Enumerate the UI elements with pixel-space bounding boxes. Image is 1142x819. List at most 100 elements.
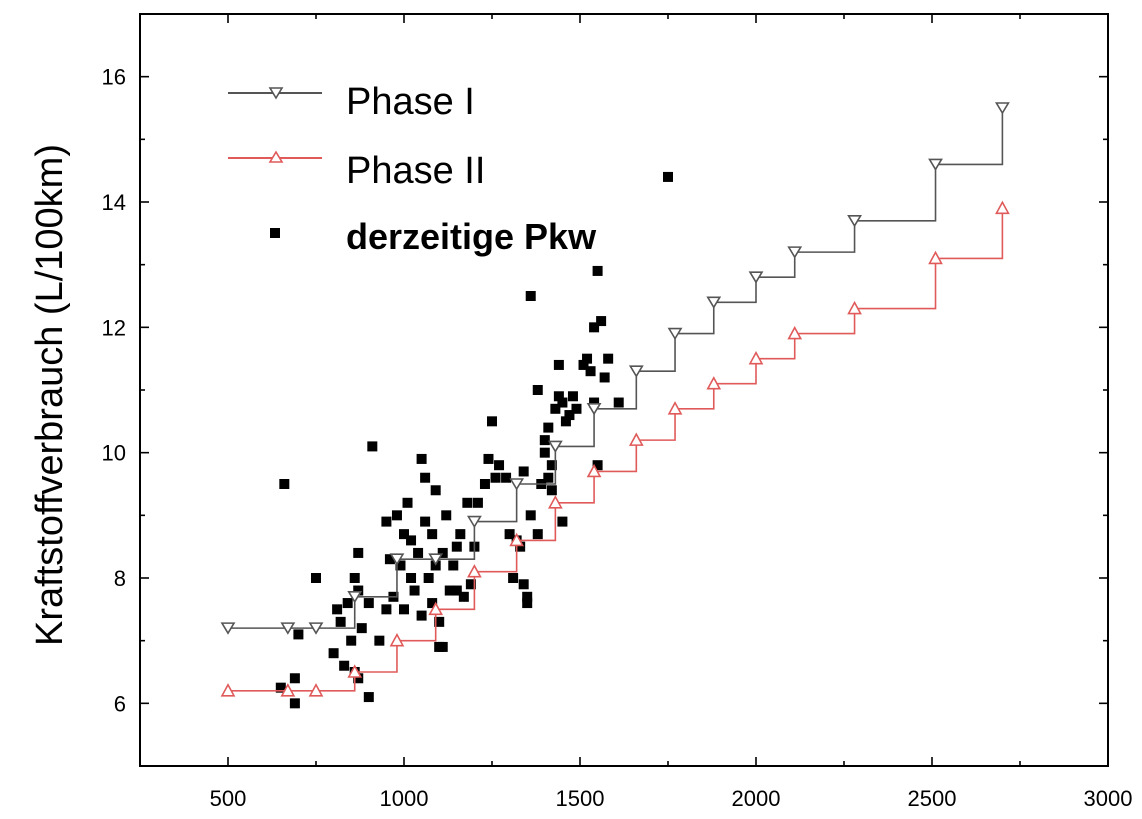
- scatter-point: [451, 541, 462, 552]
- scatter-point: [663, 171, 673, 182]
- scatter-point: [518, 466, 529, 477]
- scatter-point: [553, 391, 564, 402]
- scatter-point: [522, 591, 533, 602]
- series-2-marker: [628, 432, 644, 446]
- series-1-marker: [308, 622, 324, 635]
- scatter-point: [374, 635, 385, 646]
- scatter-point: [487, 416, 497, 427]
- x-tick-label: 2500: [908, 786, 957, 811]
- legend: Phase I Phase II derzeitige Pkw: [228, 81, 597, 257]
- scatter-point: [384, 554, 395, 565]
- scatter-point: [332, 604, 343, 615]
- scatter-point: [399, 604, 409, 615]
- scatter-point: [339, 660, 350, 671]
- scatter-point: [567, 391, 578, 402]
- scatter-point: [416, 610, 427, 621]
- scatter-point: [427, 529, 438, 540]
- scatter-point: [427, 598, 438, 609]
- series-1-marker: [280, 622, 296, 635]
- axis-ticks: [139, 13, 1109, 767]
- scatter-point: [603, 353, 614, 364]
- scatter-point: [532, 529, 543, 540]
- series-1-marker: [628, 365, 644, 378]
- scatter-point: [406, 535, 417, 546]
- scatter-point: [532, 385, 543, 395]
- scatter-point: [381, 516, 392, 527]
- plot-frame: [139, 13, 1109, 767]
- series-2-marker: [748, 350, 764, 365]
- series-2-marker: [548, 495, 563, 509]
- legend-item-phase-1: Phase I: [228, 81, 475, 123]
- scatter-point: [553, 359, 564, 370]
- scatter-point: [490, 472, 501, 483]
- series-1-marker: [706, 296, 722, 309]
- scatter-point: [494, 460, 505, 471]
- series-line-1: [228, 108, 1004, 629]
- legend-label-phase-2: Phase II: [346, 150, 485, 192]
- scatter-point: [353, 673, 364, 684]
- series-1-marker: [928, 158, 943, 171]
- scatter-point: [451, 585, 462, 596]
- y-tick-label: 8: [114, 566, 126, 591]
- scatter-point: [458, 591, 469, 602]
- scatter-point: [279, 479, 290, 489]
- scatter-point: [342, 598, 353, 609]
- scatter-point: [420, 516, 431, 527]
- legend-label-derzeitige-pkw: derzeitige Pkw: [346, 216, 597, 257]
- scatter-point: [592, 460, 603, 471]
- scatter-point: [399, 529, 409, 540]
- scatter-point: [346, 635, 357, 646]
- scatter-point: [363, 692, 374, 703]
- scatter-point: [395, 560, 406, 571]
- scatter-point: [455, 529, 466, 540]
- series-2-marker: [280, 683, 296, 697]
- scatter-point: [462, 497, 473, 508]
- series-1-marker: [428, 553, 444, 566]
- scatter-point: [543, 422, 554, 433]
- scatter-point: [423, 573, 434, 583]
- legend-marker-triangle-up-icon: [268, 150, 284, 163]
- scatter-point: [472, 497, 483, 508]
- y-tick-label: 12: [102, 315, 126, 340]
- series-1-marker: [347, 590, 363, 604]
- y-tick-label: 10: [102, 441, 126, 466]
- series-2-marker: [928, 250, 943, 265]
- series-layer: [220, 102, 1010, 709]
- scatter-point: [413, 547, 424, 558]
- series-1-marker: [787, 246, 803, 259]
- scatter-point: [564, 410, 575, 421]
- scatter-point: [546, 485, 557, 496]
- legend-item-derzeitige-pkw: derzeitige Pkw: [270, 216, 597, 257]
- scatter-point: [391, 510, 402, 521]
- scatter-point: [546, 460, 557, 471]
- series-1-marker: [509, 478, 525, 491]
- scatter-point: [437, 641, 448, 652]
- y-tick-label: 16: [102, 65, 126, 90]
- y-axis-label: Kraftstoffverbrauch (L/100km): [29, 144, 71, 646]
- scatter-point: [437, 547, 448, 558]
- series-2-marker: [586, 463, 602, 478]
- x-tick-label: 3000: [1084, 786, 1133, 811]
- scatter-point: [420, 472, 431, 483]
- scatter-point: [518, 579, 529, 590]
- scatter-point: [356, 623, 367, 634]
- scatter-point: [525, 291, 536, 301]
- scatter-point: [550, 403, 561, 414]
- scatter-point: [589, 397, 600, 408]
- series-2-marker: [847, 300, 862, 315]
- scatter-point: [402, 497, 413, 508]
- scatter-point: [501, 472, 512, 483]
- scatter-point: [560, 416, 571, 427]
- x-tick-label: 500: [210, 786, 247, 811]
- scatter-point: [539, 447, 550, 458]
- scatter-point: [434, 616, 445, 627]
- series-1-marker: [667, 327, 683, 341]
- series-2-marker: [308, 683, 324, 697]
- scatter-point: [522, 598, 533, 609]
- series-1-marker: [847, 215, 862, 228]
- x-tick-label: 1000: [380, 786, 429, 811]
- series-2-marker: [467, 564, 482, 578]
- scatter-point: [592, 265, 603, 276]
- scatter-point: [585, 366, 596, 377]
- scatter-point: [571, 403, 582, 414]
